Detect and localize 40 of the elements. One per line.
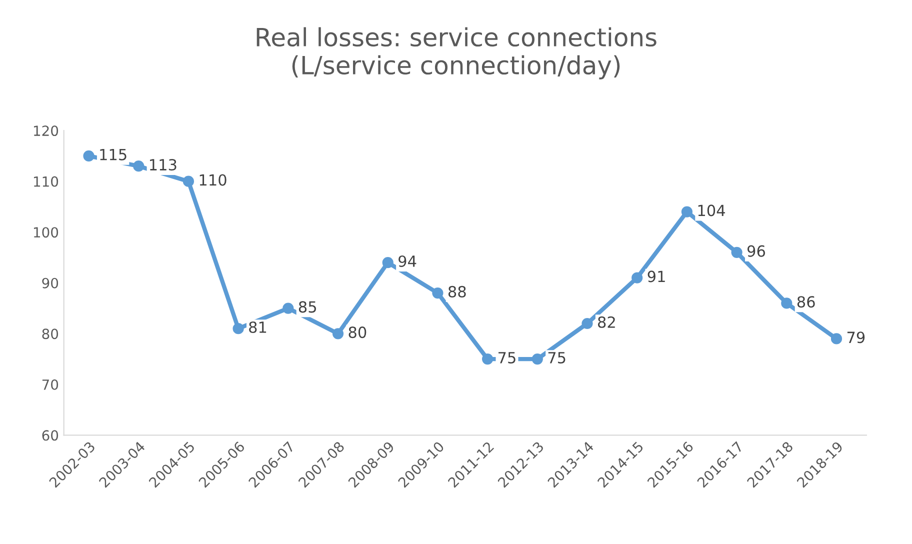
point (731, 246, 742, 258)
y-tick-label: 90 (42, 278, 58, 288)
data-label: 96 (747, 245, 765, 257)
point (532, 353, 543, 365)
point (482, 353, 494, 365)
data-label: 79 (847, 332, 865, 344)
point (830, 333, 842, 344)
data-label: 113 (150, 158, 176, 171)
point (83, 150, 94, 162)
data-label: 94 (398, 255, 416, 268)
data-label: 82 (598, 316, 615, 328)
data-label: 85 (298, 301, 316, 313)
point (382, 257, 394, 268)
point (681, 206, 692, 218)
y-tick-label: 110 (34, 176, 58, 187)
data-label: 115 (100, 149, 126, 160)
data-label: 110 (200, 174, 226, 186)
point (332, 328, 344, 340)
data-label: 91 (648, 270, 665, 282)
y-tick-label: 70 (42, 379, 58, 390)
point (781, 298, 792, 309)
chart-title: Real losses: service connections (L/service connection/day) (256, 27, 656, 80)
point (282, 302, 294, 314)
point (133, 160, 144, 172)
data-label: 80 (348, 326, 366, 338)
data-label: 81 (249, 321, 266, 334)
data-label: 104 (698, 204, 725, 216)
data-label: 86 (797, 296, 815, 308)
point (182, 176, 194, 187)
y-tick-label: 120 (34, 126, 58, 136)
data-label: 75 (548, 352, 566, 364)
y-tick-label: 100 (34, 227, 58, 238)
y-tick-label: 80 (42, 328, 58, 340)
point (232, 323, 244, 334)
point (582, 318, 593, 330)
y-tick-label: 60 (42, 430, 58, 441)
point (632, 272, 643, 284)
point (432, 287, 444, 299)
data-label: 88 (448, 286, 466, 298)
data-label: 75 (498, 352, 516, 364)
